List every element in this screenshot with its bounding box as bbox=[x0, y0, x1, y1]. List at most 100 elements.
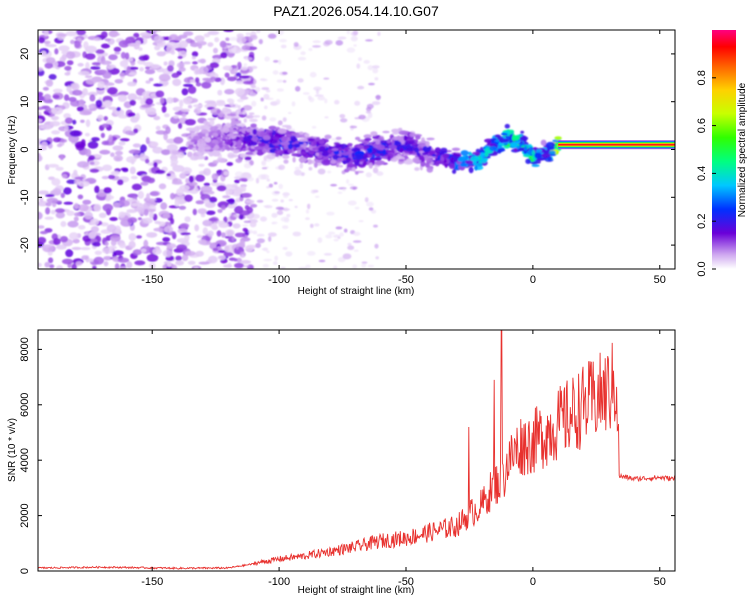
noise-blob bbox=[90, 226, 99, 233]
noise-blob bbox=[242, 227, 248, 232]
noise-blob bbox=[56, 265, 63, 269]
signal-blob bbox=[425, 140, 430, 148]
noise-blob bbox=[142, 217, 153, 224]
noise-blob bbox=[51, 115, 60, 121]
noise-blob bbox=[371, 101, 381, 106]
noise-blob bbox=[324, 98, 328, 104]
noise-blob bbox=[75, 261, 83, 266]
noise-blob bbox=[88, 231, 97, 239]
signal-blob bbox=[424, 154, 429, 161]
noise-blob bbox=[41, 141, 48, 149]
noise-blob bbox=[60, 192, 65, 198]
noise-blob bbox=[268, 236, 272, 242]
signal-blob bbox=[202, 126, 211, 130]
signal-blob bbox=[379, 140, 389, 145]
noise-blob bbox=[48, 74, 57, 80]
noise-blob bbox=[223, 252, 234, 257]
signal-blob bbox=[509, 134, 513, 137]
noise-blob bbox=[44, 261, 50, 268]
noise-blob bbox=[273, 261, 278, 265]
noise-blob bbox=[94, 185, 100, 194]
signal-blob bbox=[190, 139, 198, 143]
noise-blob bbox=[252, 115, 261, 118]
noise-blob bbox=[132, 249, 142, 256]
noise-blob bbox=[118, 200, 131, 207]
noise-blob bbox=[88, 155, 96, 161]
noise-blob bbox=[237, 98, 244, 103]
noise-blob bbox=[166, 144, 178, 152]
signal-blob bbox=[317, 168, 326, 175]
noise-blob bbox=[53, 238, 61, 246]
noise-blob bbox=[198, 239, 207, 245]
noise-blob bbox=[139, 32, 152, 37]
noise-blob bbox=[139, 153, 147, 161]
noise-blob bbox=[76, 106, 84, 112]
noise-blob bbox=[64, 117, 73, 124]
signal-blob bbox=[298, 157, 307, 163]
noise-blob bbox=[217, 209, 223, 213]
noise-blob bbox=[350, 35, 358, 42]
noise-blob bbox=[287, 112, 292, 114]
noise-blob bbox=[279, 39, 287, 43]
noise-blob bbox=[140, 98, 146, 106]
ridge-band bbox=[558, 144, 675, 146]
noise-blob bbox=[256, 238, 265, 244]
colorbar-ticks: 0.0 0.2 0.4 0.6 0.8 bbox=[696, 70, 716, 277]
noise-blob bbox=[145, 158, 150, 164]
signal-blob bbox=[235, 136, 240, 141]
signal-blob bbox=[291, 153, 301, 157]
noise-blob bbox=[162, 81, 169, 86]
noise-blob bbox=[307, 95, 312, 101]
noise-blob bbox=[298, 266, 308, 269]
noise-blob bbox=[114, 51, 121, 55]
signal-blob bbox=[218, 142, 224, 148]
noise-blob bbox=[263, 155, 268, 161]
signal-blob bbox=[324, 134, 332, 140]
noise-blob bbox=[256, 233, 265, 237]
x-tick-label: 0 bbox=[530, 274, 536, 286]
noise-blob bbox=[38, 225, 45, 229]
noise-blob bbox=[227, 198, 235, 205]
noise-blob bbox=[308, 47, 313, 52]
noise-blob bbox=[60, 139, 68, 143]
signal-blob bbox=[236, 141, 242, 148]
noise-blob bbox=[170, 192, 175, 200]
noise-blob bbox=[155, 90, 165, 98]
noise-blob bbox=[238, 210, 251, 216]
signal-blob bbox=[313, 162, 318, 168]
noise-blob bbox=[307, 203, 311, 210]
noise-blob bbox=[200, 185, 213, 193]
signal-blob bbox=[199, 126, 205, 131]
noise-blob bbox=[108, 134, 113, 143]
y-tick-label: -10 bbox=[19, 189, 31, 205]
noise-blob bbox=[368, 207, 374, 211]
noise-blob bbox=[143, 208, 149, 216]
noise-blob bbox=[88, 104, 95, 109]
noise-blob bbox=[187, 85, 197, 94]
signal-blob bbox=[243, 118, 247, 123]
noise-blob bbox=[335, 226, 343, 230]
noise-blob bbox=[234, 232, 246, 238]
noise-blob bbox=[195, 200, 205, 205]
noise-blob bbox=[283, 207, 289, 212]
noise-blob bbox=[284, 217, 290, 223]
noise-blob bbox=[256, 199, 264, 203]
signal-blob bbox=[501, 143, 505, 147]
signal-blob bbox=[451, 147, 461, 151]
noise-blob bbox=[252, 230, 258, 235]
noise-blob bbox=[149, 191, 159, 196]
signal-blob bbox=[373, 158, 382, 161]
noise-blob bbox=[167, 261, 172, 268]
noise-blob bbox=[45, 193, 55, 198]
noise-blob bbox=[168, 34, 179, 42]
noise-blob bbox=[118, 114, 128, 119]
signal-blob bbox=[415, 135, 421, 140]
signal-blob bbox=[510, 141, 518, 148]
noise-blob bbox=[203, 168, 211, 176]
noise-blob bbox=[250, 84, 256, 89]
noise-blob bbox=[155, 169, 166, 174]
noise-blob bbox=[266, 250, 270, 254]
noise-blob bbox=[264, 205, 273, 209]
signal-blob bbox=[404, 141, 408, 146]
signal-blob bbox=[409, 132, 416, 138]
